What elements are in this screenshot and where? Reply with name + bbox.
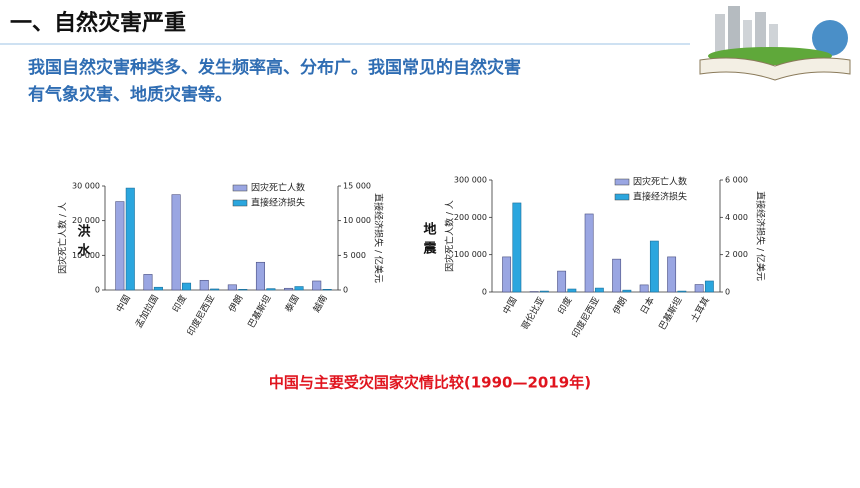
bar (668, 257, 676, 292)
bar (172, 195, 180, 290)
x-tick-label: 中国 (113, 293, 132, 315)
x-tick-label: 土耳其 (688, 295, 712, 324)
decoration (700, 6, 850, 80)
bar (154, 287, 162, 290)
legend-swatch (233, 185, 247, 191)
x-tick-label: 印度 (170, 293, 189, 315)
bar (267, 289, 275, 290)
x-tick-label: 越南 (310, 293, 329, 315)
bar (182, 283, 190, 290)
bar (200, 280, 208, 290)
y-tick-label: 30 000 (72, 182, 100, 191)
y2-tick-label: 10 000 (343, 216, 371, 225)
y2-tick-label: 4 000 (725, 213, 748, 222)
y-tick-label: 200 000 (454, 213, 487, 222)
building (728, 6, 740, 54)
bar (650, 241, 658, 292)
bar (705, 281, 713, 292)
bar (558, 271, 566, 292)
bar (126, 188, 134, 290)
y-axis-label: 因灾死亡人数 / 人 (57, 202, 69, 274)
legend-swatch (615, 179, 629, 185)
bar (284, 288, 292, 290)
y2-tick-label: 2 000 (725, 250, 748, 259)
bar (613, 259, 621, 292)
bar (295, 287, 303, 290)
caption: 中国与主要受灾国家灾情比较(1990—2019年) (269, 374, 591, 392)
bar (640, 285, 648, 292)
x-tick-label: 日本 (638, 295, 657, 317)
x-tick-label: 孟加拉国 (133, 293, 161, 330)
bar (210, 289, 218, 290)
bar (503, 257, 511, 292)
building (715, 14, 725, 54)
intro-line: 我国自然灾害种类多、发生频率高、分布广。我国常见的自然灾害 (28, 57, 521, 78)
bar (116, 202, 124, 290)
y2-axis-label: 直接经济损失 / 亿美元 (755, 191, 767, 281)
bar (623, 290, 631, 292)
x-tick-label: 巴基斯坦 (656, 295, 684, 332)
side-label: 地震 (421, 221, 438, 260)
chart: 0 100 000 200 000 300 000 0 2 000 4 000 6 000 因灾… (421, 176, 767, 340)
y-tick-label: 100 000 (454, 250, 487, 259)
bar (239, 289, 247, 290)
bar (695, 285, 703, 292)
x-tick-label: 印度 (555, 295, 574, 317)
y-axis-label: 因灾死亡人数 / 人 (444, 200, 456, 272)
y-tick-label: 0 (482, 288, 487, 297)
x-tick-label: 印度尼西亚 (184, 293, 217, 338)
y2-tick-label: 5 000 (343, 251, 366, 260)
legend-label: 因灾死亡人数 (633, 176, 687, 188)
x-tick-label: 哥伦比亚 (519, 295, 547, 332)
y2-tick-label: 15 000 (343, 182, 371, 191)
y2-axis-label: 直接经济损失 / 亿美元 (373, 193, 385, 283)
bar (568, 289, 576, 292)
slide-title: 一、自然灾害严重 (10, 10, 186, 36)
bar (256, 262, 264, 290)
bar (595, 288, 603, 292)
bar (144, 274, 152, 290)
bar (540, 291, 548, 292)
bar (313, 281, 321, 290)
legend-label: 直接经济损失 (251, 197, 305, 209)
legend-swatch (615, 194, 629, 200)
y-tick-label: 0 (95, 286, 100, 295)
y-tick-label: 300 000 (454, 176, 487, 185)
x-tick-label: 巴基斯坦 (245, 293, 273, 330)
y2-tick-label: 6 000 (725, 176, 748, 185)
x-tick-label: 伊朗 (226, 293, 245, 315)
bar (323, 289, 331, 290)
y2-tick-label: 0 (343, 286, 348, 295)
legend-label: 因灾死亡人数 (251, 182, 305, 194)
x-tick-label: 中国 (500, 295, 519, 317)
y2-tick-label: 0 (725, 288, 730, 297)
x-tick-label: 伊朗 (610, 295, 629, 317)
x-tick-label: 泰国 (282, 293, 301, 315)
legend-label: 直接经济损失 (633, 191, 687, 203)
bar (513, 203, 521, 292)
bar (228, 285, 236, 290)
legend-swatch (233, 200, 247, 206)
side-label: 洪水 (75, 223, 91, 262)
bar (678, 291, 686, 292)
intro-line: 有气象灾害、地质灾害等。 (28, 84, 232, 105)
bar (585, 214, 593, 292)
